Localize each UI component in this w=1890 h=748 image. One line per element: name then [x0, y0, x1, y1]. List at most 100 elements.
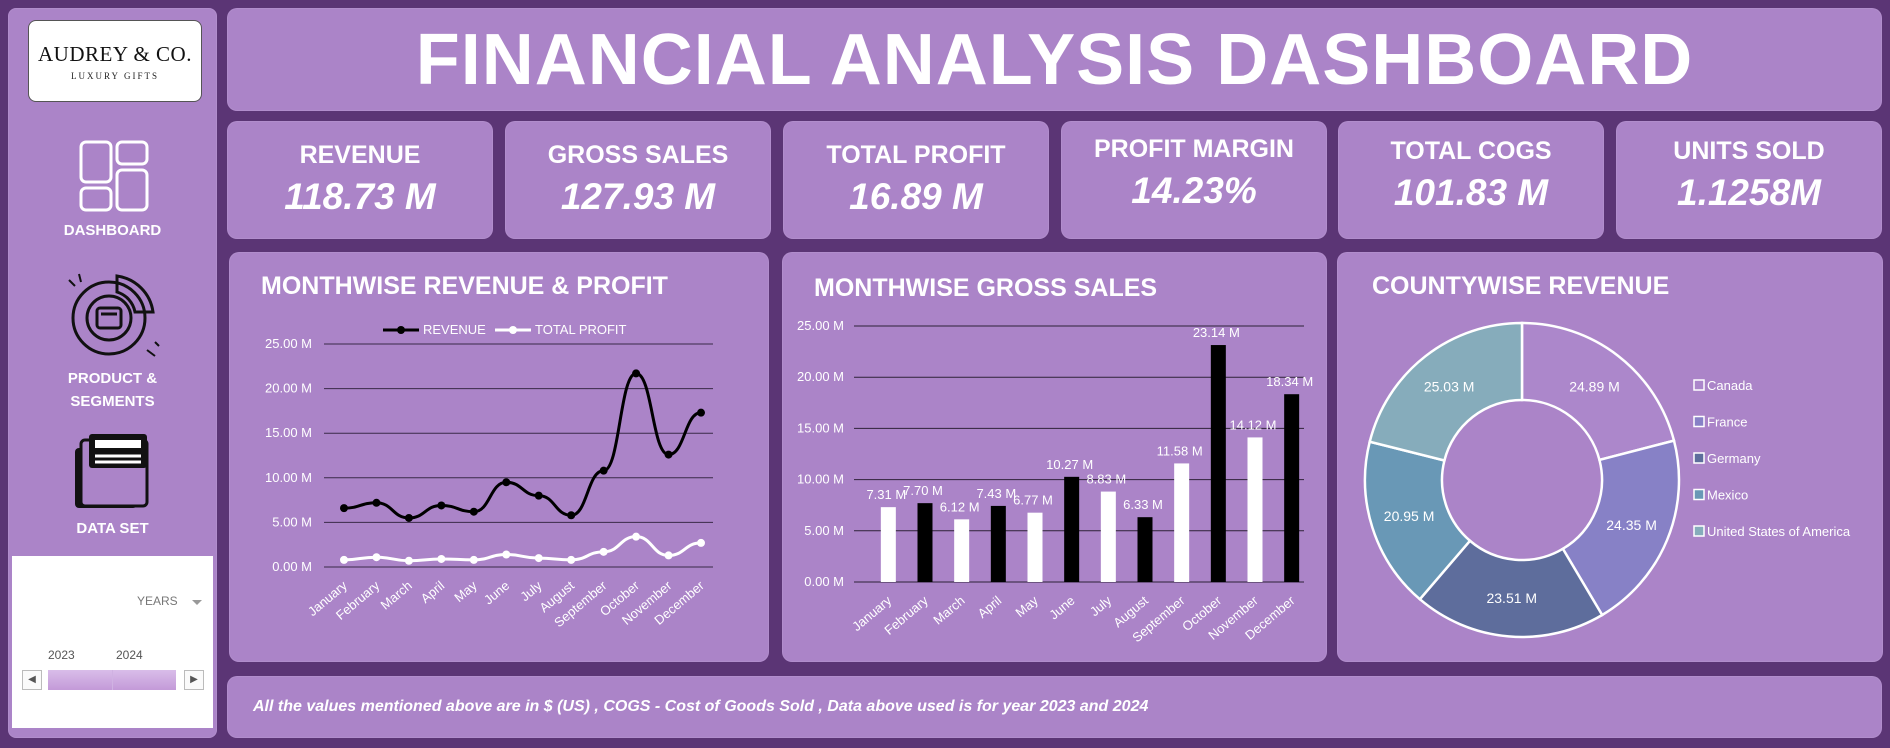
data-label: 8.83 M — [1086, 472, 1126, 487]
slicer-year-2023[interactable]: 2023 — [48, 648, 75, 662]
kpi-value: 101.83 M — [1393, 172, 1549, 213]
dashboard-grid-icon — [79, 140, 148, 212]
x-tick-label: July — [1087, 592, 1115, 619]
slice-label: 24.89 M — [1569, 378, 1620, 394]
donut-slice — [1368, 321, 1524, 463]
x-tick-label: March — [378, 578, 415, 613]
kpi-card-total-profit: TOTAL PROFIT 16.89 M — [783, 121, 1049, 239]
data-point — [340, 504, 348, 513]
data-point — [502, 478, 511, 487]
x-tick-label: April — [418, 578, 448, 606]
bar — [1284, 394, 1300, 582]
slice-label: 25.03 M — [1424, 379, 1475, 395]
y-tick-label: 5.00 M — [804, 523, 844, 538]
data-point — [502, 550, 511, 559]
slice-label: 20.95 M — [1384, 508, 1435, 524]
data-label: 23.14 M — [1193, 325, 1240, 340]
data-point — [534, 491, 543, 500]
legend-marker — [509, 326, 517, 334]
data-point — [599, 466, 608, 475]
data-point — [697, 408, 705, 417]
y-tick-label: 5.00 M — [272, 514, 312, 529]
chevron-down-icon[interactable] — [192, 600, 202, 605]
x-tick-label: May — [1012, 592, 1041, 620]
slice-label: 23.51 M — [1486, 590, 1537, 606]
kpi-card-profit-margin: PROFIT MARGIN 14.23% — [1061, 121, 1327, 239]
donut-chart: 24.89 M 24.35 M 23.51 M 20.95 M 25.03 M Canad… — [1363, 321, 1851, 639]
nav-product-label-line2: SEGMENTS — [70, 393, 155, 410]
years-slicer[interactable]: YEARS 2023 2024 ◀ ▶ — [12, 556, 213, 728]
data-label: 6.12 M — [940, 499, 980, 514]
legend-label: REVENUE — [423, 322, 486, 337]
bar — [954, 519, 970, 582]
data-point — [664, 450, 673, 459]
line-chart: 0.00 M 5.00 M 10.00 M 15.00 M 20.00 M 25.00 M… — [265, 322, 713, 630]
data-label: 6.33 M — [1123, 497, 1163, 512]
y-tick-label: 20.00 M — [265, 381, 312, 396]
kpi-label: GROSS SALES — [547, 141, 729, 169]
y-tick-label: 0.00 M — [272, 559, 312, 574]
kpi-value: 1.1258M — [1677, 172, 1821, 213]
legend-label: Germany — [1707, 451, 1761, 466]
data-label: 7.43 M — [976, 486, 1016, 501]
scroll-right-button[interactable]: ▶ — [184, 670, 204, 690]
legend-swatch — [1693, 415, 1705, 428]
kpi-value: 14.23% — [1131, 170, 1257, 211]
donut-slice — [1561, 439, 1681, 617]
data-label: 7.70 M — [903, 483, 943, 498]
data-label: 14.12 M — [1230, 417, 1277, 432]
donut-chart-icon — [67, 273, 160, 357]
bar — [1064, 476, 1080, 582]
kpi-value: 118.73 M — [284, 176, 436, 217]
bar — [1210, 345, 1226, 582]
legend-label: Mexico — [1707, 488, 1748, 503]
chart-card-gross-sales: MONTHWISE GROSS SALES 0.00 M 5.00 M 10.00 … — [782, 252, 1327, 662]
kpi-label: PROFIT MARGIN — [1094, 135, 1294, 163]
data-point — [372, 498, 381, 507]
data-point — [599, 547, 608, 556]
nav-dashboard-label: DASHBOARD — [63, 222, 162, 239]
chart-title: MONTHWISE REVENUE & PROFIT — [261, 272, 668, 300]
y-tick-label: 15.00 M — [797, 420, 844, 435]
slicer-title: YEARS — [137, 594, 178, 608]
x-tick-label: June — [1046, 593, 1077, 623]
kpi-label: TOTAL COGS — [1390, 137, 1552, 165]
data-label: 6.77 M — [1013, 493, 1053, 508]
data-label: 11.58 M — [1157, 443, 1203, 458]
bar — [880, 507, 896, 582]
nav-data-set[interactable]: DATA SET — [8, 432, 217, 540]
sidebar: AUDREY & CO. LUXURY GIFTS DASHBOARD PROD… — [8, 8, 217, 738]
page-title: FINANCIAL ANALYSIS DASHBOARD — [415, 19, 1694, 100]
y-tick-label: 10.00 M — [797, 472, 844, 487]
x-tick-label: May — [451, 577, 480, 605]
data-point — [664, 551, 673, 560]
legend-swatch — [1693, 488, 1705, 501]
nav-dashboard[interactable]: DASHBOARD — [8, 138, 217, 242]
legend-label: Canada — [1707, 378, 1753, 393]
bar — [1137, 517, 1153, 582]
donut-slice — [1418, 538, 1604, 639]
bar-chart: 0.00 M 5.00 M 10.00 M 15.00 M 20.00 M 25.00 M… — [797, 318, 1313, 645]
scroll-left-button[interactable]: ◀ — [22, 670, 42, 690]
data-point — [404, 556, 413, 565]
slicer-timeline-bar[interactable] — [48, 670, 176, 690]
slice-label: 24.35 M — [1606, 517, 1657, 533]
kpi-label: REVENUE — [299, 141, 421, 169]
data-point — [469, 555, 478, 564]
donut-slice — [1520, 321, 1676, 462]
series-line-revenue — [343, 371, 702, 520]
legend-marker — [397, 326, 405, 334]
slicer-segment-2024[interactable] — [112, 670, 177, 690]
chart-card-revenue-profit: MONTHWISE REVENUE & PROFIT 0.00 M 5.00 M 1… — [229, 252, 769, 662]
kpi-card-total-cogs: TOTAL COGS 101.83 M — [1338, 121, 1604, 239]
bar — [1174, 463, 1190, 582]
slicer-segment-2023[interactable] — [48, 670, 112, 690]
legend-swatch — [1693, 525, 1705, 537]
x-tick-label: June — [481, 578, 512, 608]
data-point — [340, 555, 348, 564]
bar — [1100, 491, 1116, 582]
nav-product-segments[interactable]: PRODUCT & SEGMENTS — [8, 270, 217, 413]
bar — [990, 505, 1006, 582]
slicer-year-2024[interactable]: 2024 — [116, 648, 143, 662]
legend-swatch — [1693, 379, 1705, 391]
